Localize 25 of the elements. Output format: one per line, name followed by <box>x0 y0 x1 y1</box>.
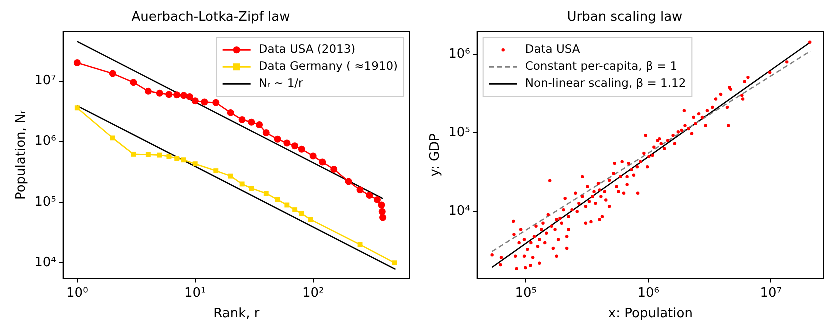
x-tick-label: 10⁰ <box>66 286 88 301</box>
legend-label: Data USA (2013) <box>258 42 356 56</box>
y-tick-label: 10⁶ <box>448 46 470 62</box>
legend-label: Data USA <box>525 42 580 56</box>
chart-title: Urban scaling law <box>567 10 684 26</box>
y-tick-label: 10⁶ <box>34 134 56 150</box>
y-tick-label: 10⁴ <box>448 204 470 220</box>
y-tick-label: 10⁵ <box>34 194 56 210</box>
x-tick-label: 10² <box>302 286 324 301</box>
y-axis-title: y: GDP <box>428 133 444 177</box>
x-tick-label: 10⁶ <box>638 286 660 301</box>
x-tick-label: 10⁵ <box>515 286 537 301</box>
x-axis-title: x: Population <box>608 306 693 322</box>
legend-label: Data Germany ( ≈1910) <box>258 59 398 74</box>
legend-label: Nᵣ ∼ 1/r <box>258 76 304 90</box>
chart-title: Auerbach-Lotka-Zipf law <box>132 10 291 26</box>
x-axis-title: Rank, r <box>214 306 260 322</box>
x-tick-label: 10⁷ <box>760 286 782 301</box>
legend-label: Constant per-capita, β = 1 <box>525 59 678 74</box>
y-tick-label: 10⁴ <box>34 255 56 270</box>
legend-label: Non-linear scaling, β = 1.12 <box>525 76 686 90</box>
y-axis-title: Population, Nᵣ <box>14 110 30 200</box>
y-tick-label: 10⁵ <box>448 126 470 141</box>
y-tick-label: 10⁷ <box>34 74 56 89</box>
x-tick-label: 10¹ <box>184 286 206 301</box>
